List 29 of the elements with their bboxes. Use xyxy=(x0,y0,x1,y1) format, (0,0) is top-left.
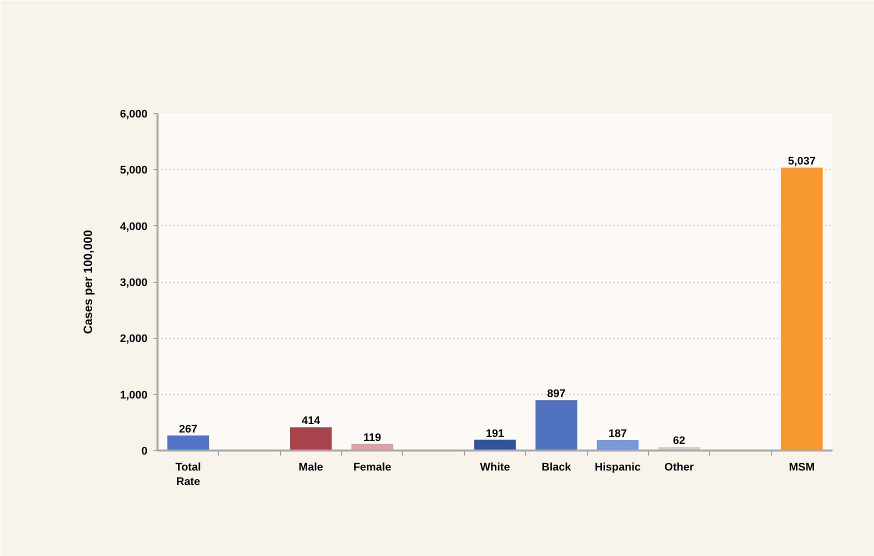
data-label: 187 xyxy=(608,428,627,440)
x-tick-label: Male xyxy=(298,462,324,474)
data-label: 267 xyxy=(179,424,198,436)
y-tick-label: 4,000 xyxy=(120,220,148,233)
y-tick-label: 6,000 xyxy=(120,108,148,120)
bar xyxy=(290,427,332,450)
bar xyxy=(536,400,578,450)
x-tick-label: Black xyxy=(542,462,572,474)
x-tick-label: MSM xyxy=(788,462,815,474)
bar xyxy=(167,436,210,450)
y-tick-label: 2,000 xyxy=(120,333,148,346)
data-label: 897 xyxy=(547,388,566,400)
x-tick-label: Other xyxy=(664,462,694,474)
bar xyxy=(596,440,639,450)
y-tick-label: 0 xyxy=(141,446,148,458)
y-tick-label: 5,000 xyxy=(120,164,148,177)
data-label: 5,037 xyxy=(788,156,816,168)
x-tick-label: Hispanic xyxy=(594,462,641,474)
data-label: 119 xyxy=(363,432,382,444)
y-tick-label: 1,000 xyxy=(120,389,148,402)
x-tick-label: Female xyxy=(353,462,392,474)
x-tick-label: Total Rate xyxy=(175,462,201,488)
bar xyxy=(780,168,823,450)
data-label: 414 xyxy=(302,415,321,428)
data-label: 191 xyxy=(486,428,504,440)
y-axis-title: Cases per 100,000 xyxy=(80,230,95,334)
y-tick-label: 3,000 xyxy=(120,277,148,289)
x-tick-label: White xyxy=(480,462,510,474)
data-label: 62 xyxy=(672,435,686,448)
